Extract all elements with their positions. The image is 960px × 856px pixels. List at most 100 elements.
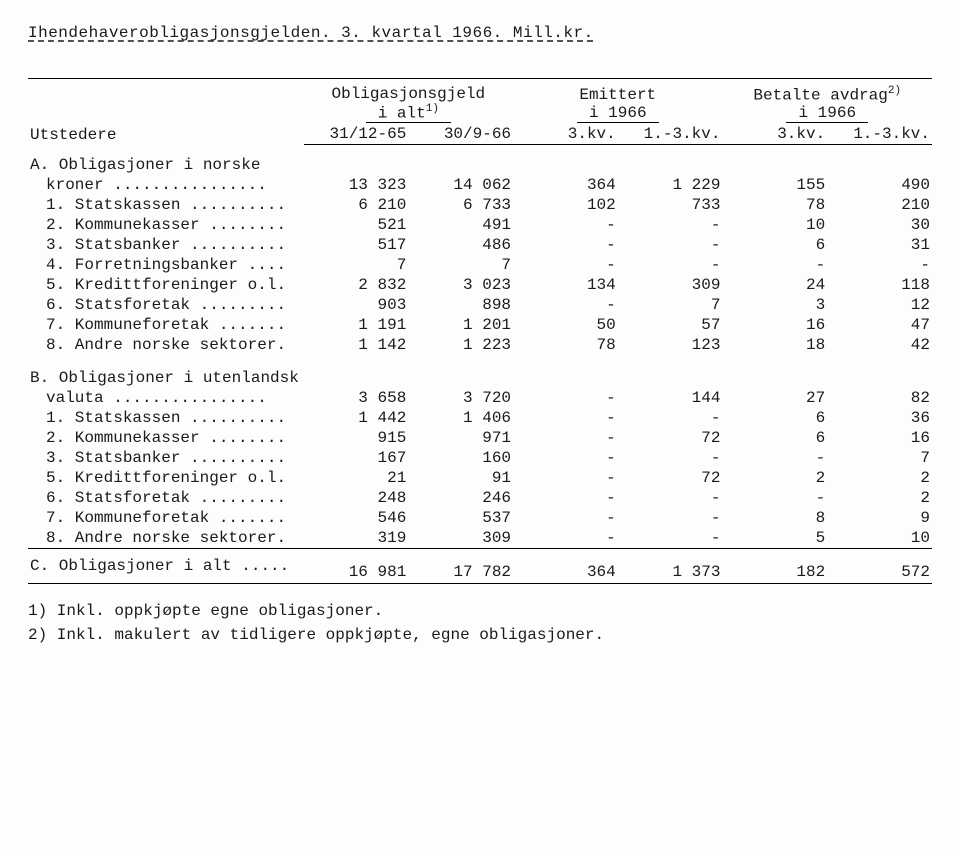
section-b-row-val-1: 1 406	[408, 408, 513, 428]
section-b-row-val-4: 2	[722, 468, 827, 488]
section-a-row-val-5: 118	[827, 275, 932, 295]
section-b-row-val-0: 915	[304, 428, 409, 448]
section-a-row-val-0: 1 191	[304, 315, 409, 335]
section-a-row: 4. Forretningsbanker ....77----	[28, 255, 932, 275]
section-a-row: 3. Statsbanker ..........517486--631	[28, 235, 932, 255]
section-b-row: 6. Statsforetak .........248246---2	[28, 488, 932, 508]
section-a-row-val-5: 12	[827, 295, 932, 315]
section-a-val-5: 490	[827, 175, 932, 195]
section-a-row-label: 4. Forretningsbanker ....	[28, 255, 304, 275]
section-b-row-label: 5. Kredittforeninger o.l.	[28, 468, 304, 488]
section-b-row-val-4: 5	[722, 528, 827, 549]
section-b-row-label: 3. Statsbanker ..........	[28, 448, 304, 468]
section-a-row-val-1: 3 023	[408, 275, 513, 295]
section-a-val-3: 1 229	[618, 175, 723, 195]
header-utstedere: Utstedere	[28, 79, 304, 145]
section-a-row-val-3: -	[618, 235, 723, 255]
section-a-row-val-2: -	[513, 215, 618, 235]
section-b-row-val-0: 546	[304, 508, 409, 528]
section-a-row: 6. Statsforetak .........903898-7312	[28, 295, 932, 315]
section-a-row-val-3: -	[618, 215, 723, 235]
header-sub2: 30/9-66	[408, 124, 513, 145]
section-c-val-5: 572	[827, 548, 932, 583]
section-c-val-2: 364	[513, 548, 618, 583]
section-b-row-val-0: 1 442	[304, 408, 409, 428]
section-a-row-val-5: -	[827, 255, 932, 275]
header-sub1: 31/12-65	[304, 124, 409, 145]
section-b-val-0: 3 658	[304, 388, 409, 408]
header-group-c: Betalte avdrag2) i 1966	[722, 79, 932, 125]
section-a-val-4: 155	[722, 175, 827, 195]
section-b-row-val-5: 2	[827, 468, 932, 488]
header-col-c-sub: i 1966	[786, 104, 868, 123]
section-b-row-val-2: -	[513, 408, 618, 428]
section-b-row-val-1: 971	[408, 428, 513, 448]
section-b-title: B. Obligasjoner i utenlandsk	[28, 355, 932, 388]
section-b-row: 5. Kredittforeninger o.l.2191-7222	[28, 468, 932, 488]
section-b-row-val-3: -	[618, 448, 723, 468]
section-b-row-val-4: 8	[722, 508, 827, 528]
section-b-row-val-3: -	[618, 408, 723, 428]
header-sub6: 1.-3.kv.	[827, 124, 932, 145]
section-a-row-val-3: 57	[618, 315, 723, 335]
header-col-c: Betalte avdrag	[753, 86, 887, 104]
section-a-row-val-1: 6 733	[408, 195, 513, 215]
section-a-row: 8. Andre norske sektorer.1 1421 22378123…	[28, 335, 932, 355]
section-a-row-val-1: 491	[408, 215, 513, 235]
section-b-row: 3. Statsbanker ..........167160---7	[28, 448, 932, 468]
section-a-row-label: 7. Kommuneforetak .......	[28, 315, 304, 335]
section-a-row-val-4: 24	[722, 275, 827, 295]
section-b-row-val-0: 319	[304, 528, 409, 549]
section-a-row-val-0: 2 832	[304, 275, 409, 295]
header-sub4: 1.-3.kv.	[618, 124, 723, 145]
section-b-row: 7. Kommuneforetak .......546537--89	[28, 508, 932, 528]
header-sub3: 3.kv.	[513, 124, 618, 145]
section-b-row-val-2: -	[513, 428, 618, 448]
section-a-row-val-0: 903	[304, 295, 409, 315]
section-a-row-val-2: 102	[513, 195, 618, 215]
section-b-row-val-5: 9	[827, 508, 932, 528]
section-a-row-label: 6. Statsforetak .........	[28, 295, 304, 315]
section-b-row-val-5: 36	[827, 408, 932, 428]
section-a-row-label: 8. Andre norske sektorer.	[28, 335, 304, 355]
section-c-val-4: 182	[722, 548, 827, 583]
section-b-val-2: -	[513, 388, 618, 408]
section-b-val-5: 82	[827, 388, 932, 408]
section-a-row-val-2: 134	[513, 275, 618, 295]
section-a-row-val-4: -	[722, 255, 827, 275]
section-a-row-label: 1. Statskassen ..........	[28, 195, 304, 215]
section-b-row-val-4: 6	[722, 408, 827, 428]
section-a-row-val-0: 1 142	[304, 335, 409, 355]
data-table: Utstedere Obligasjonsgjeld i alt1) Emitt…	[28, 78, 932, 584]
section-b-row-val-1: 309	[408, 528, 513, 549]
section-b-row-label: 7. Kommuneforetak .......	[28, 508, 304, 528]
section-a-row-val-0: 6 210	[304, 195, 409, 215]
section-b-row-val-4: -	[722, 448, 827, 468]
section-c-val-1: 17 782	[408, 548, 513, 583]
section-a-row: 7. Kommuneforetak .......1 1911 20150571…	[28, 315, 932, 335]
header-col-b-sub: i 1966	[577, 104, 659, 123]
header-col-a: Obligasjonsgjeld	[332, 85, 486, 103]
section-a-row-val-5: 31	[827, 235, 932, 255]
section-b-row-val-2: -	[513, 448, 618, 468]
section-c-val-3: 1 373	[618, 548, 723, 583]
section-a-title: A. Obligasjoner i norske	[28, 155, 932, 175]
section-a-row-val-5: 47	[827, 315, 932, 335]
section-a-row-val-3: 123	[618, 335, 723, 355]
section-a-row: 2. Kommunekasser ........521491--1030	[28, 215, 932, 235]
section-b-row-val-5: 2	[827, 488, 932, 508]
section-b-row-label: 2. Kommunekasser ........	[28, 428, 304, 448]
section-a-row-val-1: 1 201	[408, 315, 513, 335]
section-b-row-val-4: -	[722, 488, 827, 508]
section-a-val-2: 364	[513, 175, 618, 195]
section-c-total: C. Obligasjoner i alt ..... 16 981 17 78…	[28, 548, 932, 583]
section-a-row-val-1: 7	[408, 255, 513, 275]
section-b-row: 8. Andre norske sektorer.319309--510	[28, 528, 932, 549]
section-a-row-label: 2. Kommunekasser ........	[28, 215, 304, 235]
section-b-row-val-3: -	[618, 488, 723, 508]
section-a-row-val-2: -	[513, 255, 618, 275]
section-b-row-val-0: 21	[304, 468, 409, 488]
header-group-a: Obligasjonsgjeld i alt1)	[304, 79, 513, 125]
section-a-row-val-4: 10	[722, 215, 827, 235]
section-a-row-val-1: 898	[408, 295, 513, 315]
